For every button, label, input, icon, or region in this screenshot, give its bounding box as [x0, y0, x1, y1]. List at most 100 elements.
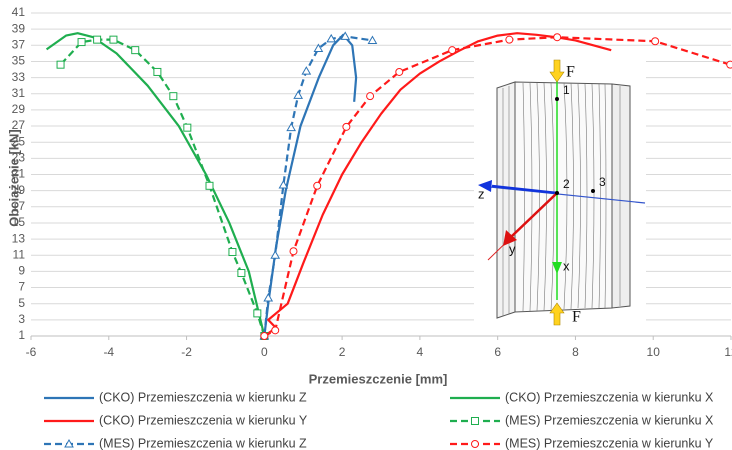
force-label: F [572, 309, 581, 326]
marker [313, 43, 324, 53]
marker [205, 181, 214, 190]
y-tick-label: 27 [12, 118, 26, 132]
point-label: 3 [599, 175, 606, 189]
x-tick-label: -2 [181, 345, 192, 359]
legend-item: (MES) Przemieszczenia w kierunku X [450, 413, 714, 427]
y-tick-label: 9 [18, 264, 25, 278]
legend-label: (CKO) Przemieszczenia w kierunku X [505, 390, 714, 404]
y-tick-label: 25 [12, 134, 26, 148]
y-arrow [511, 192, 558, 237]
y-tick-label: 15 [12, 215, 26, 229]
marker [109, 35, 118, 44]
point-1 [555, 97, 559, 101]
x-tick-label: 4 [417, 345, 424, 359]
marker [342, 122, 351, 131]
force-arrow-top [549, 59, 565, 83]
marker [471, 417, 479, 425]
marker [326, 33, 337, 43]
series-line [45, 32, 266, 337]
y-tick-label: 35 [12, 54, 26, 68]
marker [153, 67, 162, 76]
point-2 [555, 191, 559, 195]
marker [366, 92, 375, 101]
marker [271, 326, 280, 335]
y-tick-label: 5 [18, 296, 25, 310]
axis-letter: x [563, 258, 570, 273]
point-label: 2 [563, 177, 570, 191]
legend-item: (CKO) Przemieszczenia w kierunku Z [44, 390, 307, 404]
x-tick-label: -4 [103, 345, 114, 359]
marker [253, 309, 262, 318]
marker [367, 35, 378, 44]
point-label: 1 [563, 83, 570, 97]
inset-diagram: F 1 2 3 z y x F [474, 55, 646, 330]
legend-label: (MES) Przemieszczenia w kierunku Z [99, 436, 307, 450]
marker [651, 37, 660, 46]
legend-item: (MES) Przemieszczenia w kierunku Z [44, 436, 307, 450]
marker [131, 46, 140, 55]
marker [77, 38, 86, 47]
z-arrow [491, 184, 558, 195]
marker [301, 66, 312, 75]
y-tick-label: 17 [12, 199, 26, 213]
marker [726, 60, 732, 69]
marker [286, 122, 297, 132]
right-flange [611, 83, 631, 309]
x-tick-label: 2 [339, 345, 346, 359]
x-tick-label: 8 [572, 345, 579, 359]
marker [278, 179, 289, 189]
legend-label: (CKO) Przemieszczenia w kierunku Y [99, 413, 308, 427]
marker [56, 60, 65, 69]
legend-item: (CKO) Przemieszczenia w kierunku X [450, 390, 714, 404]
y-tick-label: 29 [12, 102, 26, 116]
y-tick-label: 31 [12, 86, 26, 100]
series-line [263, 36, 731, 337]
legend-label: (MES) Przemieszczenia w kierunku X [505, 413, 714, 427]
x-tick-label: 12 [724, 345, 732, 359]
marker [313, 181, 322, 190]
y-tick-label: 37 [12, 37, 26, 51]
x-tick-label: -6 [26, 345, 37, 359]
y-tick-label: 33 [12, 70, 26, 84]
y-tick-label: 19 [12, 183, 26, 197]
marker [228, 248, 237, 257]
x-axis-label: Przemieszczenie [mm] [309, 371, 448, 386]
series-line [263, 32, 612, 337]
y-tick-label: 21 [12, 167, 26, 181]
marker [64, 438, 74, 448]
marker [270, 250, 281, 259]
marker [237, 269, 246, 278]
legend-label: (CKO) Przemieszczenia w kierunku Z [99, 390, 307, 404]
y-axis-label: Obciążenie [kN] [6, 129, 21, 227]
legend-item: (CKO) Przemieszczenia w kierunku Y [44, 413, 308, 427]
force-arrow-bottom [549, 302, 565, 326]
marker [263, 293, 274, 302]
x-tick-label: 10 [647, 345, 661, 359]
legend-item: (MES) Przemieszczenia w kierunku Y [450, 436, 714, 450]
y-tick-label: 13 [12, 231, 26, 245]
marker [471, 440, 479, 448]
marker [260, 332, 269, 340]
force-label: F [566, 64, 575, 81]
marker [448, 46, 457, 55]
marker [293, 90, 304, 99]
legend-label: (MES) Przemieszczenia w kierunku Y [505, 436, 714, 450]
marker [340, 31, 351, 40]
y-tick-label: 7 [18, 280, 25, 294]
marker [289, 247, 298, 256]
x-tick-label: 6 [494, 345, 501, 359]
y-arrow-head [503, 230, 517, 246]
marker [395, 67, 404, 76]
marker [183, 123, 192, 132]
z-arrow-head [478, 180, 492, 192]
y-tick-label: 23 [12, 151, 26, 165]
series-line [59, 38, 266, 337]
marker [505, 35, 514, 44]
axis-letter: y [509, 241, 516, 256]
marker [93, 35, 102, 44]
left-flange [496, 81, 516, 319]
y-tick-label: 1 [18, 328, 25, 342]
x-tick-label: 0 [261, 345, 268, 359]
y-tick-label: 11 [13, 247, 26, 261]
